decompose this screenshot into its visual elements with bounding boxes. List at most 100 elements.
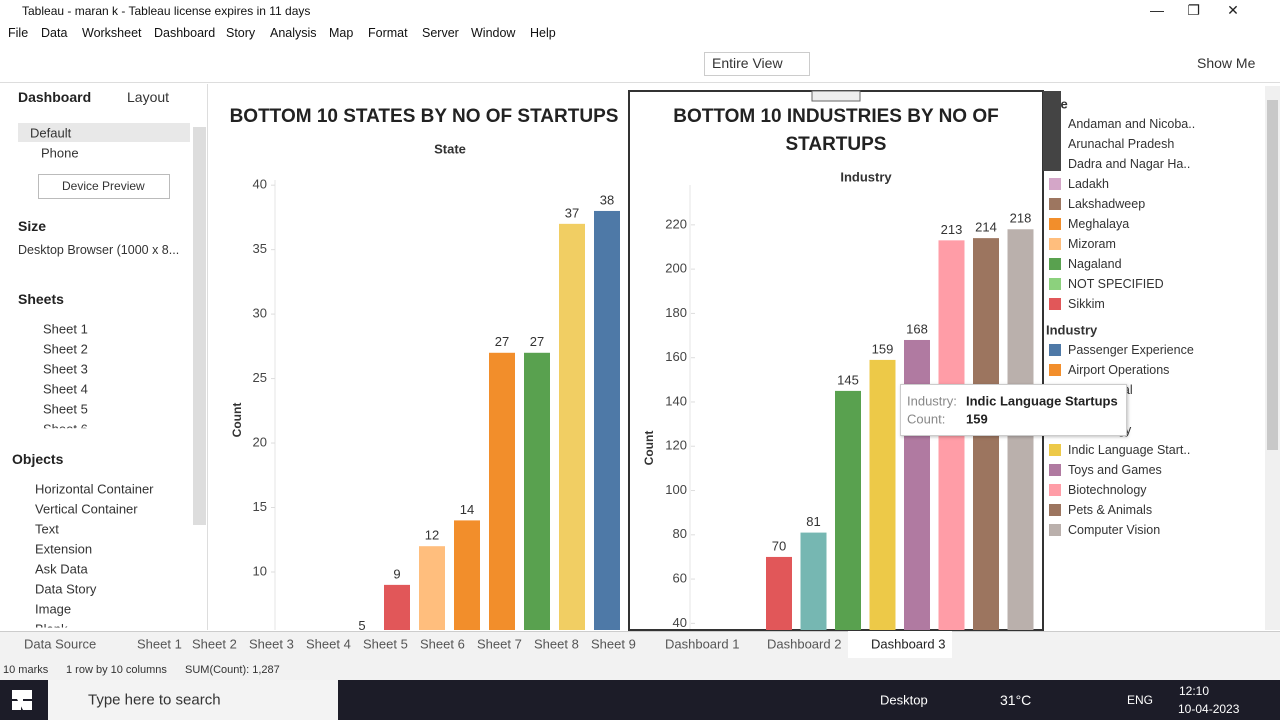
menu-item[interactable]: Window — [471, 26, 516, 40]
legend-item[interactable]: Nagaland — [1068, 257, 1122, 271]
sheet-item[interactable]: Sheet 2 — [43, 341, 88, 357]
menu-item[interactable]: Analysis — [270, 26, 317, 40]
chart-title: BOTTOM 10 INDUSTRIES BY NO OF STARTUPS — [673, 106, 999, 155]
start-button[interactable] — [12, 690, 32, 710]
taskbar-text: 31°C — [1000, 692, 1032, 708]
legend-item[interactable]: Airport Operations — [1068, 363, 1170, 377]
y-tick-label: 180 — [665, 305, 687, 320]
object-item[interactable]: Text — [35, 521, 59, 537]
tooltip-value: Indic Language Startups — [966, 393, 1118, 409]
taskbar-text: 12:10 — [1179, 684, 1210, 698]
status-text: SUM(Count): 1,287 — [185, 664, 280, 676]
legend-item[interactable]: Lakshadweep — [1068, 197, 1146, 211]
value-label: 145 — [837, 372, 859, 387]
sheet-tab[interactable]: Sheet 3 — [249, 636, 294, 652]
legend-swatch — [1049, 364, 1061, 376]
object-item[interactable]: Image — [35, 601, 72, 617]
device-default-row[interactable] — [18, 123, 190, 142]
sheet-item[interactable]: Sheet 1 — [43, 321, 88, 337]
sheet-item[interactable]: Sheet 3 — [43, 361, 88, 377]
legend-item[interactable]: Ladakh — [1068, 177, 1110, 191]
sheet-item[interactable]: Sheet 5 — [43, 401, 88, 417]
view-select-label: Entire View — [712, 55, 783, 71]
sheet-tab[interactable]: Sheet 9 — [591, 636, 636, 652]
value-label: 38 — [600, 192, 614, 207]
sheet-tab[interactable]: Dashboard 2 — [767, 636, 842, 652]
value-label: 12 — [425, 528, 439, 543]
sheet-item[interactable]: Sheet 6 — [43, 422, 88, 429]
y-tick-label: 60 — [673, 571, 687, 586]
legend-item[interactable]: Biotechnology — [1068, 483, 1147, 497]
active-tab[interactable] — [848, 631, 952, 658]
object-item[interactable]: Blank — [35, 622, 68, 628]
menu-item[interactable]: Help — [530, 26, 556, 40]
sheet-tab[interactable]: Sheet 2 — [192, 636, 237, 652]
value-label: 213 — [941, 222, 963, 237]
panel-scrollbar — [193, 127, 206, 525]
menu-item[interactable]: Map — [329, 26, 354, 40]
menu-item[interactable]: File — [8, 26, 29, 40]
sheet-tab[interactable]: Sheet 7 — [477, 636, 522, 652]
y-tick-label: 30 — [253, 306, 267, 321]
value-label: 27 — [530, 334, 544, 349]
device-item[interactable]: Default — [30, 125, 72, 141]
legend-item[interactable]: NOT SPECIFIED — [1068, 277, 1164, 291]
legend-item[interactable]: Indic Language Start.. — [1068, 443, 1191, 457]
y-tick-label: 120 — [665, 438, 687, 453]
value-label: 70 — [772, 538, 786, 553]
legend-item[interactable]: Andaman and Nicoba.. — [1068, 117, 1196, 131]
view-select[interactable] — [704, 52, 810, 76]
sheet-tab[interactable]: Data Source — [24, 636, 97, 652]
legend-swatch — [1049, 484, 1061, 496]
object-item[interactable]: Data Story — [35, 581, 97, 597]
object-item[interactable]: Extension — [35, 541, 93, 557]
value-label: 168 — [906, 321, 928, 336]
sheet-tab[interactable]: Sheet 4 — [306, 636, 351, 652]
legend-item[interactable]: Pets & Animals — [1068, 503, 1153, 517]
device-preview-button[interactable] — [38, 174, 170, 199]
panel-tab[interactable]: Layout — [127, 89, 170, 105]
legend-swatch — [1049, 258, 1061, 270]
device-item[interactable]: Phone — [41, 145, 79, 161]
menu-item[interactable]: Dashboard — [154, 26, 216, 40]
y-tick-label: 160 — [665, 349, 687, 364]
object-item[interactable]: Vertical Container — [35, 501, 138, 517]
legend-item[interactable]: Computer Vision — [1068, 523, 1161, 537]
taskbar-text: 10-04-2023 — [1178, 702, 1240, 716]
menu-item[interactable]: Worksheet — [82, 26, 142, 40]
section-title: Size — [18, 218, 47, 234]
legend-title: Industry — [1046, 322, 1098, 338]
y-tick-label: 220 — [665, 216, 687, 231]
legend-item[interactable]: Toys and Games — [1068, 463, 1162, 477]
sheet-tab[interactable]: Sheet 5 — [363, 636, 408, 652]
legend-item[interactable]: Meghalaya — [1068, 217, 1130, 231]
taskbar-text: Desktop — [880, 692, 928, 708]
menu-item[interactable]: Format — [368, 26, 408, 40]
bar — [384, 584, 410, 630]
object-item[interactable]: Horizontal Container — [35, 481, 154, 497]
sheet-tab[interactable]: Dashboard 3 — [871, 636, 946, 652]
sheet-tools[interactable] — [1043, 91, 1061, 171]
menu-item[interactable]: Server — [422, 26, 459, 40]
value-label: 214 — [975, 220, 997, 235]
legend-item[interactable]: Arunachal Pradesh — [1068, 137, 1175, 151]
bar — [454, 520, 480, 630]
sheet-tab[interactable]: Sheet 6 — [420, 636, 465, 652]
y-tick-label: 25 — [253, 370, 267, 385]
menu-item[interactable]: Story — [226, 26, 256, 40]
panel-tab[interactable]: Dashboard — [18, 89, 92, 105]
sheet-tab[interactable]: Dashboard 1 — [665, 636, 740, 652]
legend-item[interactable]: Sikkim — [1068, 297, 1105, 311]
bar — [869, 359, 896, 630]
sheet-tab[interactable]: Sheet 1 — [137, 636, 182, 652]
legend-item[interactable]: Mizoram — [1068, 237, 1116, 251]
legend-item[interactable]: Dadra and Nagar Ha.. — [1068, 157, 1191, 171]
window-controls[interactable]: — ❐ ✕ — [1150, 2, 1239, 18]
search-box[interactable] — [48, 680, 338, 720]
sheet-tab[interactable]: Sheet 8 — [534, 636, 579, 652]
sheet-item[interactable]: Sheet 4 — [43, 381, 88, 397]
move-handle[interactable] — [811, 90, 861, 102]
menu-item[interactable]: Data — [41, 26, 68, 40]
legend-item[interactable]: Passenger Experience — [1068, 343, 1194, 357]
object-item[interactable]: Ask Data — [35, 561, 88, 577]
